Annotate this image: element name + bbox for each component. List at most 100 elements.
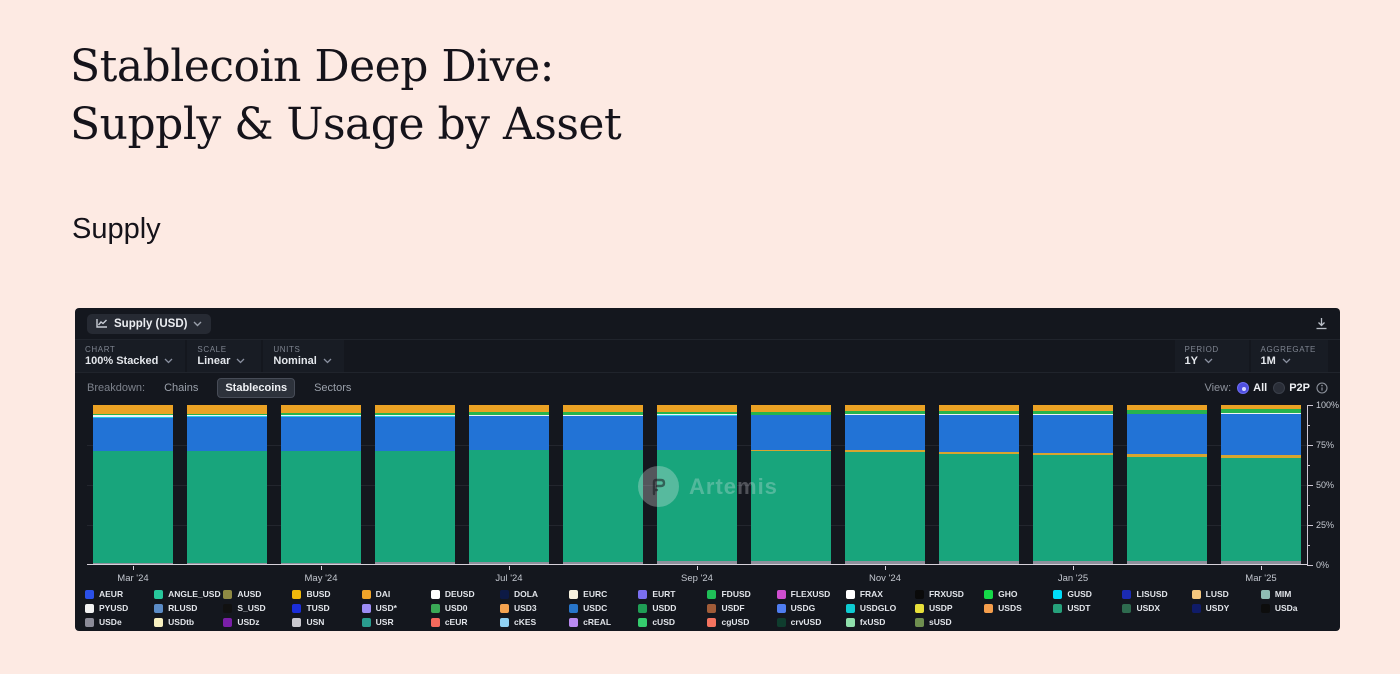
chart-type-dropdown[interactable]: CHART 100% Stacked [75, 340, 186, 372]
segment-fdusd [751, 411, 831, 415]
legend-item-usda[interactable]: USDa [1260, 603, 1330, 613]
bar-apr24[interactable] [187, 405, 267, 564]
view-option-p2p[interactable]: P2P [1273, 382, 1310, 394]
x-tick-label: May '24 [304, 573, 338, 584]
legend-item-usdt[interactable]: USDT [1053, 603, 1122, 613]
legend-item-usdy[interactable]: USDY [1191, 603, 1261, 613]
breakdown-option-stablecoins[interactable]: Stablecoins [217, 378, 296, 398]
legend-label: BUSD [306, 589, 331, 599]
legend-item-usd3[interactable]: USD3 [499, 603, 569, 613]
legend-item-usdg[interactable]: USDG [776, 603, 846, 613]
y-tick-mark [1307, 524, 1313, 526]
legend-item-aeur[interactable]: AEUR [85, 589, 154, 599]
download-button[interactable] [1315, 317, 1328, 330]
legend-item-usdp[interactable]: USDP [914, 603, 984, 613]
legend-item-usdx[interactable]: USDX [1122, 603, 1191, 613]
legend-item-gusd[interactable]: GUSD [1053, 589, 1122, 599]
legend-label: FDUSD [721, 589, 751, 599]
bar-may24[interactable] [281, 405, 361, 564]
legend-item-eurt[interactable]: EURT [638, 589, 707, 599]
legend-item-rlusd[interactable]: RLUSD [154, 603, 223, 613]
supply-chart-widget: Supply (USD) CHART 100% Stacked SCALE [75, 308, 1340, 631]
legend-item-usd[interactable]: USD* [361, 603, 431, 613]
breakdown-option-sectors[interactable]: Sectors [314, 382, 352, 394]
x-label-cell: Mar '24 [93, 566, 173, 586]
legend-item-crvusd[interactable]: crvUSD [776, 617, 846, 627]
bar-jul24[interactable] [469, 405, 549, 564]
legend-item-fxusd[interactable]: fxUSD [845, 617, 915, 627]
legend-item-ceur[interactable]: cEUR [430, 617, 500, 627]
bar-mar25[interactable] [1221, 405, 1301, 564]
segment-usdc [845, 415, 925, 451]
y-tick-mark [1307, 484, 1313, 486]
legend-item-frax[interactable]: FRAX [845, 589, 915, 599]
y-minor-tick-mark [1307, 504, 1310, 506]
legend-label: USD3 [513, 603, 537, 613]
y-tick-mark [1307, 404, 1313, 406]
bar-feb25[interactable] [1127, 405, 1207, 564]
bar-nov24[interactable] [845, 405, 925, 564]
legend-item-ckes[interactable]: cKES [499, 617, 569, 627]
scale-dropdown[interactable]: SCALE Linear [187, 340, 262, 372]
y-tick-mark [1307, 564, 1313, 566]
legend-label: AUSD [237, 589, 262, 599]
period-dropdown[interactable]: PERIOD 1Y [1174, 340, 1249, 372]
legend-item-usdf[interactable]: USDF [707, 603, 776, 613]
legend-item-susd[interactable]: S_USD [223, 603, 292, 613]
legend-item-pyusd[interactable]: PYUSD [85, 603, 154, 613]
legend-item-fdusd[interactable]: FDUSD [707, 589, 776, 599]
legend-item-usr[interactable]: USR [361, 617, 431, 627]
breakdown-option-chains[interactable]: Chains [164, 382, 199, 394]
legend-item-angleusd[interactable]: ANGLE_USD [154, 589, 223, 599]
legend-item-usdd[interactable]: USDD [638, 603, 707, 613]
legend-swatch-icon [430, 589, 440, 599]
legend-swatch-icon [499, 617, 509, 627]
legend-item-usd0[interactable]: USD0 [430, 603, 500, 613]
segment-dai [939, 405, 1019, 411]
segment-usds [1127, 453, 1207, 458]
bar-aug24[interactable] [563, 405, 643, 564]
legend-item-eurc[interactable]: EURC [569, 589, 638, 599]
legend-item-ausd[interactable]: AUSD [223, 589, 292, 599]
legend-item-frxusd[interactable]: FRXUSD [914, 589, 984, 599]
legend-item-usdc[interactable]: USDC [569, 603, 638, 613]
bar-jun24[interactable] [375, 405, 455, 564]
legend-item-usn[interactable]: USN [292, 617, 361, 627]
bar-dec24[interactable] [939, 405, 1019, 564]
legend-item-deusd[interactable]: DEUSD [430, 589, 500, 599]
legend-item-usdglo[interactable]: USDGLO [845, 603, 915, 613]
section-heading: Supply [72, 213, 161, 245]
view-option-all[interactable]: All [1237, 382, 1267, 394]
bar-mar24[interactable] [93, 405, 173, 564]
legend-item-mim[interactable]: MIM [1260, 589, 1330, 599]
legend-item-gho[interactable]: GHO [984, 589, 1053, 599]
segment-usdt [375, 450, 455, 563]
legend-item-cusd[interactable]: cUSD [638, 617, 707, 627]
legend-swatch-icon [1191, 603, 1201, 613]
legend-item-flexusd[interactable]: FLEXUSD [776, 589, 846, 599]
info-icon[interactable] [1316, 382, 1328, 394]
segment-usdc [375, 416, 455, 451]
legend-item-lusd[interactable]: LUSD [1191, 589, 1261, 599]
legend-item-susd[interactable]: sUSD [914, 617, 984, 627]
legend-item-lisusd[interactable]: LISUSD [1122, 589, 1191, 599]
bar-jan25[interactable] [1033, 405, 1113, 564]
legend-label: GHO [998, 589, 1018, 599]
legend-item-creal[interactable]: cREAL [569, 617, 638, 627]
legend-item-tusd[interactable]: TUSD [292, 603, 361, 613]
legend-item-usds[interactable]: USDS [984, 603, 1053, 613]
legend-item-usdz[interactable]: USDz [223, 617, 292, 627]
legend-item-busd[interactable]: BUSD [292, 589, 361, 599]
legend-item-dola[interactable]: DOLA [499, 589, 569, 599]
legend-item-dai[interactable]: DAI [361, 589, 431, 599]
legend-item-cgusd[interactable]: cgUSD [707, 617, 776, 627]
units-dropdown[interactable]: UNITS Nominal [263, 340, 344, 372]
segment-usdt [187, 450, 267, 564]
aggregate-dropdown[interactable]: AGGREGATE 1M [1250, 340, 1328, 372]
legend-item-usdtb[interactable]: USDtb [154, 617, 223, 627]
metric-selector-dropdown[interactable]: Supply (USD) [87, 313, 212, 334]
bar-oct24[interactable] [751, 405, 831, 564]
x-label-cell: Mar '25 [1221, 566, 1301, 586]
legend-item-usde[interactable]: USDe [85, 617, 154, 627]
bar-sep24[interactable] [657, 405, 737, 564]
